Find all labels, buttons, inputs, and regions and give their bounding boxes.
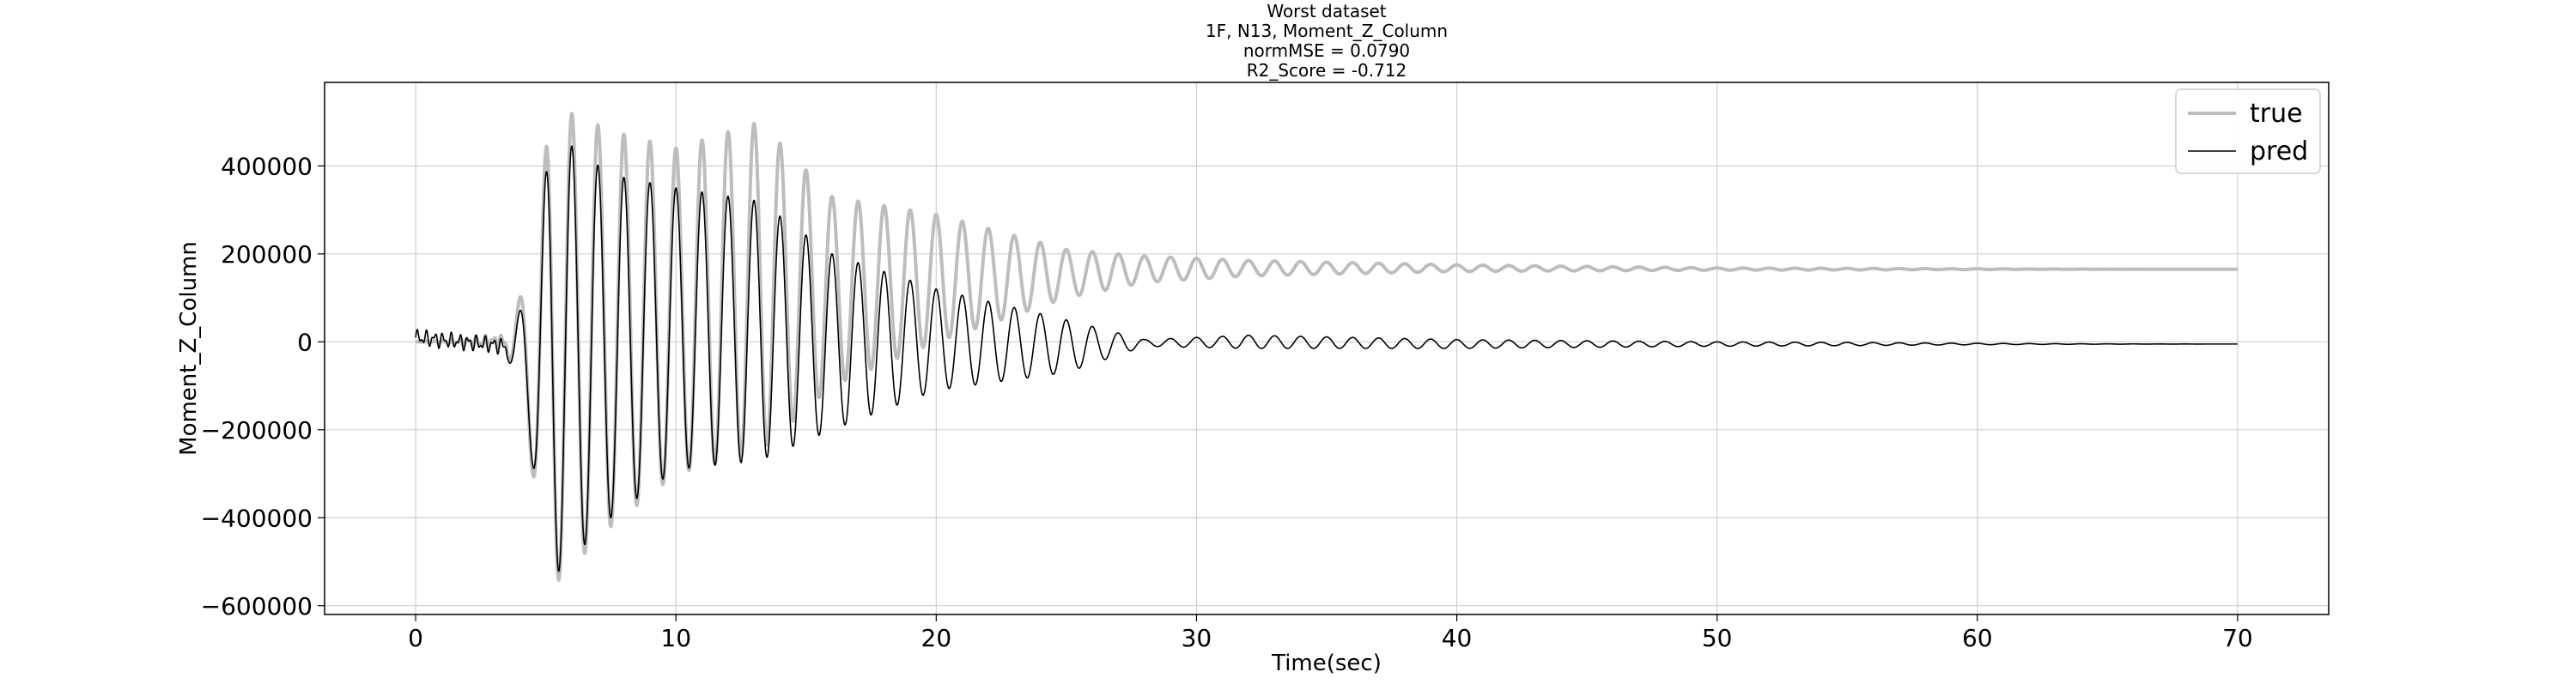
legend: true pred <box>2175 88 2321 174</box>
x-tick-label: 50 <box>1702 624 1733 652</box>
title-line-2: 1F, N13, Moment_Z_Column <box>1206 21 1448 41</box>
x-tick-label: 20 <box>921 624 952 652</box>
x-tick-label: 60 <box>1962 624 1993 652</box>
y-tick-label: 200000 <box>221 240 313 269</box>
y-axis-label: Moment_Z_Column <box>176 241 202 456</box>
title-line-4: R2_Score = -0.712 <box>1247 60 1407 81</box>
title-line-1: Worst dataset <box>1267 1 1386 21</box>
x-tick-label: 70 <box>2222 624 2253 652</box>
title-line-3: normMSE = 0.0790 <box>1243 40 1410 61</box>
legend-label-true: true <box>2250 99 2303 129</box>
y-axis-ticks: −600000 −400000 −200000 0 200000 400000 <box>201 152 325 620</box>
series-lines <box>414 112 2239 582</box>
series-line-true <box>414 112 2239 582</box>
x-tick-label: 40 <box>1442 624 1473 652</box>
legend-box <box>2175 88 2321 174</box>
legend-label-pred: pred <box>2250 136 2308 166</box>
x-tick-label: 30 <box>1182 624 1212 652</box>
x-axis-label: Time(sec) <box>1271 651 1382 676</box>
y-tick-label: 400000 <box>221 152 313 180</box>
plot-frame <box>324 82 2330 615</box>
x-tick-label: 0 <box>408 624 423 652</box>
y-tick-label: −600000 <box>201 592 313 620</box>
x-axis-ticks: 0 10 20 30 40 50 60 70 <box>408 614 2253 652</box>
y-tick-label: −400000 <box>201 504 313 532</box>
chart-title: Worst dataset 1F, N13, Moment_Z_Column n… <box>1206 1 1448 81</box>
y-tick-label: 0 <box>297 328 313 356</box>
series-line-pred <box>415 145 2239 572</box>
y-tick-label: −200000 <box>201 416 313 445</box>
x-tick-label: 10 <box>660 624 691 652</box>
